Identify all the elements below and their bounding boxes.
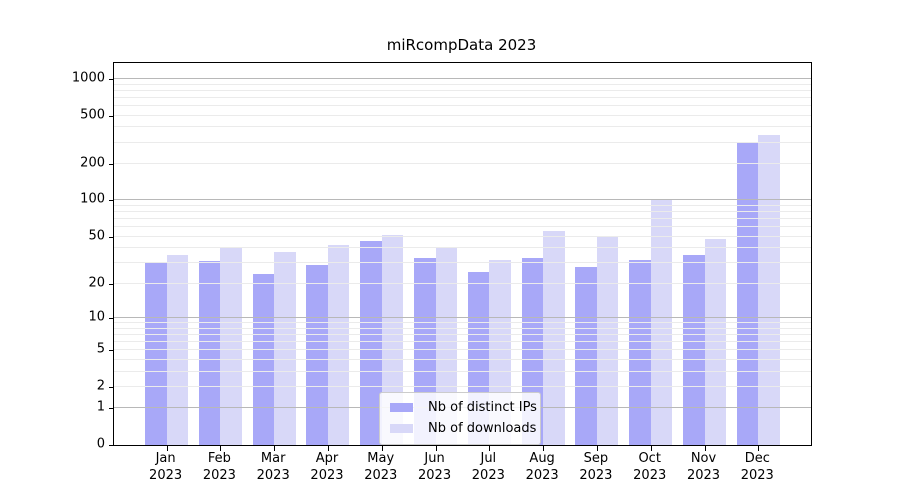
x-tick-mark [274,446,276,451]
gridline-major [114,199,811,201]
y-tick-mark [109,350,113,352]
y-axis: 1000 500 200 100 50 20 10 5 2 1 0 [0,62,105,451]
y-tick-label: 200 [80,155,105,171]
y-tick-label: 10 [88,309,105,325]
gridline-minor [114,370,811,372]
gridline-minor [114,226,811,228]
x-tick-label: Oct 2023 [633,451,667,483]
x-tick-mark [596,446,598,451]
y-tick-mark [109,408,113,410]
bar-downloads [596,235,619,445]
legend-swatch [390,403,413,412]
bar-distinct-ips [360,241,382,445]
x-tick-mark [650,446,652,451]
y-tick-mark [109,236,113,238]
bar-downloads [274,252,296,445]
legend-label: Nb of downloads [428,421,537,436]
legend-item: Nb of downloads [390,420,536,437]
bar-distinct-ips [198,261,221,445]
y-tick-label: 50 [88,228,105,244]
y-tick-mark [109,386,113,388]
legend: Nb of distinct IPs Nb of downloads [379,392,541,445]
gridline-minor [114,282,811,284]
y-tick-mark [109,200,113,202]
legend-swatch [390,424,413,433]
x-tick-label: Jul 2023 [471,451,505,483]
gridline-minor [114,358,811,360]
bar-downloads [543,230,565,445]
x-tick-mark [166,446,168,451]
x-tick-label: Feb 2023 [202,451,236,483]
x-tick-label: Nov 2023 [686,451,721,483]
x-tick-label: Jun 2023 [418,451,452,483]
y-tick-label: 20 [88,275,105,291]
gridline-minor [114,235,811,237]
x-tick-mark [220,446,222,451]
gridline-minor [114,247,811,249]
y-tick-mark [109,78,113,80]
gridline-minor [114,141,811,143]
legend-item: Nb of distinct IPs [390,399,537,416]
x-tick-label: Jan 2023 [149,451,183,483]
bar-distinct-ips [145,263,167,445]
plot-area: Nb of distinct IPs Nb of downloads [109,62,812,451]
gridline-minor [114,104,811,106]
gridline-major [114,316,811,318]
gridline-minor [114,327,811,329]
y-tick-label: 2 [96,378,105,394]
gridline-minor [114,126,811,128]
gridline-minor [114,349,811,351]
y-tick-mark [109,317,113,319]
gridline-minor [114,211,811,213]
x-tick-label: Dec 2023 [740,451,774,483]
x-axis: Jan 2023 Feb 2023 Mar 2023 Apr 2023 May 2023… [113,450,810,490]
gridline-minor [114,385,811,387]
bar-downloads [220,248,242,445]
gridline-minor [114,83,811,85]
gridline-minor [114,114,811,116]
x-tick-label: Aug 2023 [525,451,559,483]
gridline-minor [114,96,811,98]
legend-label: Nb of distinct IPs [428,400,537,415]
bar-distinct-ips [306,264,328,445]
gridline-minor [114,163,811,165]
y-tick-mark [109,115,113,117]
x-tick-mark [327,446,329,451]
y-tick-label: 1 [96,399,105,415]
bar-downloads [327,244,350,445]
y-tick-label: 500 [80,107,105,123]
bar-distinct-ips [736,141,759,445]
bar-distinct-ips [629,259,651,445]
x-tick-label: May 2023 [364,451,398,483]
chart-title: miRcompData 2023 [386,36,537,54]
y-tick-label: 1000 [71,70,105,86]
gridline-minor [114,322,811,323]
x-tick-label: Apr 2023 [310,451,344,483]
x-tick-mark [704,446,706,451]
x-tick-mark [543,446,545,451]
gridline-minor [114,218,811,220]
x-tick-mark [758,446,760,451]
gridline-major [114,77,811,79]
gridline-minor [114,89,811,91]
y-tick-label: 0 [96,436,105,452]
x-tick-mark [435,446,437,451]
x-tick-mark [381,446,383,451]
y-tick-mark [109,283,113,285]
gridline-minor [114,340,811,342]
x-tick-mark [489,446,491,451]
y-tick-label: 100 [80,191,105,207]
gridline-minor [114,205,811,206]
bar-downloads [758,135,780,445]
x-tick-label: Sep 2023 [579,451,613,483]
y-tick-mark [109,164,113,165]
gridline-minor [114,262,811,264]
y-tick-mark [109,445,113,446]
x-tick-label: Mar 2023 [256,451,290,483]
gridline-minor [114,333,811,335]
y-tick-label: 5 [96,341,105,357]
bar-distinct-ips [575,266,597,445]
